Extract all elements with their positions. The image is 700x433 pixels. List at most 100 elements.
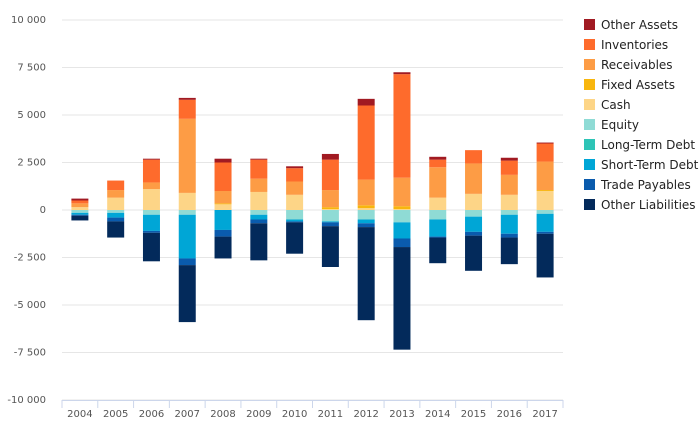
bar-segment[interactable] xyxy=(393,74,411,178)
bar-segment[interactable] xyxy=(214,158,232,163)
bar-segment[interactable] xyxy=(536,190,554,191)
bar-segment[interactable] xyxy=(178,99,196,119)
bar-segment[interactable] xyxy=(71,214,89,216)
bar-segment[interactable] xyxy=(500,174,518,195)
bar-segment[interactable] xyxy=(321,159,339,191)
bar-segment[interactable] xyxy=(357,179,375,206)
bar-segment[interactable] xyxy=(214,236,232,259)
legend-item[interactable]: Other Assets xyxy=(584,18,678,32)
bar-segment[interactable] xyxy=(536,210,554,214)
bar-segment[interactable] xyxy=(214,229,232,237)
bar-segment[interactable] xyxy=(178,214,196,259)
bar-segment[interactable] xyxy=(429,156,447,160)
bar-segment[interactable] xyxy=(429,197,447,210)
bar-segment[interactable] xyxy=(107,217,125,222)
bar-segment[interactable] xyxy=(536,233,554,278)
bar-segment[interactable] xyxy=(214,191,232,204)
bar-segment[interactable] xyxy=(142,158,160,160)
bar-segment[interactable] xyxy=(393,72,411,75)
bar-segment[interactable] xyxy=(321,153,339,160)
legend-item[interactable]: Long-Term Debt xyxy=(584,138,695,152)
bar-segment[interactable] xyxy=(465,193,483,210)
bar-segment[interactable] xyxy=(142,232,160,262)
bar-segment[interactable] xyxy=(357,105,375,180)
bar-segment[interactable] xyxy=(465,235,483,271)
bar-segment[interactable] xyxy=(357,98,375,106)
bar-segment[interactable] xyxy=(286,219,304,222)
legend-item[interactable]: Cash xyxy=(584,98,631,112)
bar-segment[interactable] xyxy=(536,191,554,210)
bar-segment[interactable] xyxy=(214,204,232,210)
bar-segment[interactable] xyxy=(393,222,411,239)
bar-segment[interactable] xyxy=(500,210,518,215)
bar-segment[interactable] xyxy=(429,219,447,237)
bar-segment[interactable] xyxy=(71,200,89,204)
bar-segment[interactable] xyxy=(250,191,268,210)
bar-segment[interactable] xyxy=(286,166,304,169)
bar-segment[interactable] xyxy=(178,265,196,323)
bar-segment[interactable] xyxy=(465,231,483,236)
bar-segment[interactable] xyxy=(286,221,304,223)
bar-segment[interactable] xyxy=(214,210,232,230)
bar-segment[interactable] xyxy=(393,206,411,210)
bar-segment[interactable] xyxy=(393,247,411,350)
bar-segment[interactable] xyxy=(250,178,268,192)
bar-segment[interactable] xyxy=(429,210,447,220)
bar-segment[interactable] xyxy=(107,221,125,238)
legend-item[interactable]: Receivables xyxy=(584,58,673,72)
bar-segment[interactable] xyxy=(429,237,447,264)
bar-segment[interactable] xyxy=(214,203,232,205)
bar-segment[interactable] xyxy=(321,207,339,210)
bar-segment[interactable] xyxy=(536,213,554,232)
bar-segment[interactable] xyxy=(536,143,554,162)
bar-segment[interactable] xyxy=(250,219,268,224)
bar-segment[interactable] xyxy=(214,162,232,192)
bar-segment[interactable] xyxy=(321,226,339,267)
bar-segment[interactable] xyxy=(178,97,196,100)
bar-segment[interactable] xyxy=(393,177,411,207)
bar-segment[interactable] xyxy=(357,219,375,224)
bar-segment[interactable] xyxy=(357,208,375,210)
bar-segment[interactable] xyxy=(71,212,89,215)
legend-item[interactable]: Fixed Assets xyxy=(584,78,675,92)
bar-segment[interactable] xyxy=(142,189,160,210)
bar-segment[interactable] xyxy=(71,210,89,213)
bar-segment[interactable] xyxy=(536,142,554,144)
bar-segment[interactable] xyxy=(465,163,483,194)
bar-segment[interactable] xyxy=(393,210,411,223)
bar-segment[interactable] xyxy=(393,238,411,248)
bar-segment[interactable] xyxy=(321,222,339,227)
bar-segment[interactable] xyxy=(178,192,196,210)
bar-segment[interactable] xyxy=(429,167,447,198)
legend-item[interactable]: Short-Term Debt xyxy=(584,158,699,172)
bar-segment[interactable] xyxy=(250,159,268,179)
bar-segment[interactable] xyxy=(71,207,89,210)
bar-segment[interactable] xyxy=(178,210,196,215)
bar-segment[interactable] xyxy=(500,194,518,210)
bar-segment[interactable] xyxy=(536,161,554,191)
bar-segment[interactable] xyxy=(250,223,268,261)
bar-segment[interactable] xyxy=(286,210,304,220)
bar-segment[interactable] xyxy=(321,190,339,208)
bar-segment[interactable] xyxy=(142,210,160,215)
bar-segment[interactable] xyxy=(500,157,518,161)
bar-segment[interactable] xyxy=(107,190,125,198)
bar-segment[interactable] xyxy=(500,214,518,234)
bar-segment[interactable] xyxy=(178,118,196,193)
bar-segment[interactable] xyxy=(142,230,160,233)
bar-segment[interactable] xyxy=(429,236,447,238)
bar-segment[interactable] xyxy=(107,210,125,213)
bar-segment[interactable] xyxy=(321,210,339,222)
bar-segment[interactable] xyxy=(465,216,483,232)
bar-segment[interactable] xyxy=(71,198,89,201)
bar-segment[interactable] xyxy=(321,209,339,210)
bar-segment[interactable] xyxy=(465,210,483,217)
bar-segment[interactable] xyxy=(142,214,160,231)
bar-segment[interactable] xyxy=(142,159,160,183)
bar-segment[interactable] xyxy=(321,221,339,223)
bar-segment[interactable] xyxy=(286,222,304,254)
bar-segment[interactable] xyxy=(71,203,89,208)
legend-item[interactable]: Equity xyxy=(584,118,639,132)
bar-segment[interactable] xyxy=(429,159,447,168)
legend-item[interactable]: Trade Payables xyxy=(584,178,691,192)
